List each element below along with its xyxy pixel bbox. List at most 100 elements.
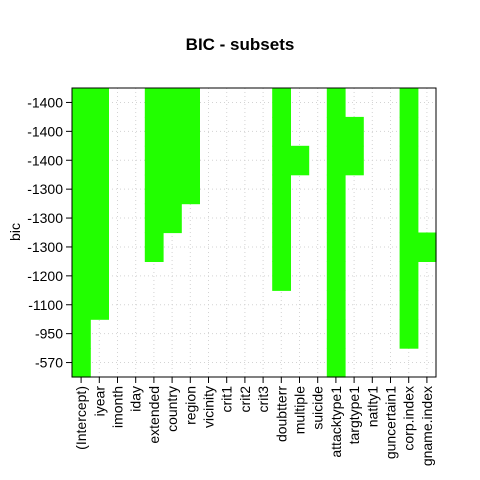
y-tick-label: -1300 [27, 239, 63, 255]
x-tick-label-gname-index: gname.index [419, 386, 435, 466]
subset-cell-attacktype1 [326, 348, 346, 378]
subset-cell-iyear [90, 232, 109, 262]
subset-cell-extended [144, 232, 164, 262]
subset-cell-(Intercept) [72, 348, 91, 378]
subset-cell-doubtterr [272, 261, 291, 291]
subset-cell-attacktype1 [326, 290, 346, 320]
subset-cell-(Intercept) [72, 261, 91, 291]
x-tick-label-crit1: crit1 [219, 386, 235, 413]
x-tick-label-vicinity: vicinity [201, 386, 217, 428]
subset-cell-corp.index [399, 116, 419, 147]
subset-cell-doubtterr [272, 203, 291, 234]
subset-cell-extended [144, 145, 164, 176]
subset-cells [72, 88, 437, 378]
subset-cell-region [181, 145, 200, 176]
y-tick-label: -1100 [28, 297, 63, 313]
subset-cell-doubtterr [272, 174, 291, 205]
y-tick-label: -1300 [27, 181, 63, 197]
subset-cell-attacktype1 [326, 116, 346, 147]
y-tick-label: -1400 [27, 94, 63, 110]
subset-cell-corp.index [399, 290, 419, 320]
subset-cell-(Intercept) [72, 174, 91, 205]
x-tick-label-iday: iday [128, 386, 144, 412]
x-tick-label-crit2: crit2 [237, 386, 253, 413]
subset-cell-(Intercept) [72, 203, 91, 234]
x-tick-label--intercept-: (Intercept) [73, 386, 89, 450]
x-tick-label-suicide: suicide [310, 386, 326, 430]
subset-cell-extended [144, 174, 164, 205]
y-tick-label: -950 [35, 326, 63, 342]
subset-cell-iyear [90, 290, 109, 320]
y-axis-label: bic [7, 223, 23, 241]
chart-title: BIC - subsets [185, 35, 295, 54]
x-tick-label-crit3: crit3 [255, 386, 271, 413]
subset-cell-corp.index [399, 174, 419, 205]
subset-cell-extended [144, 203, 164, 234]
subset-cell-extended [144, 116, 164, 147]
y-tick-label: -1200 [27, 268, 63, 284]
subset-cell-country [163, 145, 182, 176]
subset-cell-corp.index [399, 261, 419, 291]
x-tick-label-extended: extended [146, 386, 162, 444]
y-tick-label: -1400 [27, 123, 63, 139]
x-tick-label-multiple: multiple [292, 386, 308, 434]
x-tick-label-country: country [164, 386, 180, 432]
x-tick-label-corp-index: corp.index [401, 386, 417, 451]
subset-cell-targtype1 [345, 116, 364, 147]
y-tick-label: -1400 [27, 152, 63, 168]
y-tick-label: -570 [35, 355, 63, 371]
x-tick-label-iyear: iyear [91, 386, 107, 417]
subset-cell-corp.index [399, 319, 419, 349]
subset-cell-attacktype1 [326, 261, 346, 291]
x-tick-label-targtype1: targtype1 [346, 386, 362, 445]
subset-cell-iyear [90, 145, 109, 176]
subset-cell-region [181, 88, 200, 118]
subset-cell-region [181, 174, 200, 205]
x-tick-label-imonth: imonth [110, 386, 126, 428]
subset-cell-attacktype1 [326, 145, 346, 176]
subset-cell-iyear [90, 174, 109, 205]
subset-cell-iyear [90, 203, 109, 234]
subset-cell-doubtterr [272, 116, 291, 147]
subset-cell-attacktype1 [326, 88, 346, 118]
subset-cell-country [163, 88, 182, 118]
subset-cell-attacktype1 [326, 203, 346, 234]
x-axis: (Intercept) iyear imonth iday extended countr… [73, 377, 435, 466]
subset-cell-corp.index [399, 232, 419, 262]
subset-cell-country [163, 116, 182, 147]
subset-cell-(Intercept) [72, 88, 91, 118]
grid-lines [72, 88, 436, 377]
y-tick-label: -1300 [27, 210, 63, 226]
subset-cell-corp.index [399, 145, 419, 176]
subset-cell-(Intercept) [72, 145, 91, 176]
subset-cell-corp.index [399, 88, 419, 118]
subset-cell-country [163, 203, 182, 234]
subset-cell-iyear [90, 88, 109, 118]
subset-cell-attacktype1 [326, 319, 346, 349]
subset-cell-gname.index [417, 232, 437, 262]
subset-cell-extended [144, 88, 164, 118]
subset-cell-country [163, 174, 182, 205]
subset-cell-targtype1 [345, 145, 364, 176]
x-tick-label-guncertain1: guncertain1 [383, 386, 399, 459]
subset-cell-(Intercept) [72, 290, 91, 320]
subset-cell-(Intercept) [72, 319, 91, 349]
plot-frame [71, 87, 437, 378]
subset-cell-iyear [90, 261, 109, 291]
subset-cell-attacktype1 [326, 174, 346, 205]
subset-cell-doubtterr [272, 145, 291, 176]
subset-cell-doubtterr [272, 88, 291, 118]
subset-cell-multiple [290, 145, 310, 176]
subset-cell-region [181, 116, 200, 147]
subset-cell-(Intercept) [72, 232, 91, 262]
subset-cell-corp.index [399, 203, 419, 234]
subset-cell-attacktype1 [326, 232, 346, 262]
y-axis: -1400 -1400 -1400 -1300 -1300 -1300 -1200 -1100… [27, 94, 72, 371]
x-tick-label-natlty1: natlty1 [364, 386, 380, 427]
x-tick-label-attacktype1: attacktype1 [328, 386, 344, 458]
x-tick-label-doubtterr: doubtterr [273, 386, 289, 442]
subset-cell-doubtterr [272, 232, 291, 262]
x-tick-label-region: region [182, 386, 198, 425]
subset-cell-(Intercept) [72, 116, 91, 147]
